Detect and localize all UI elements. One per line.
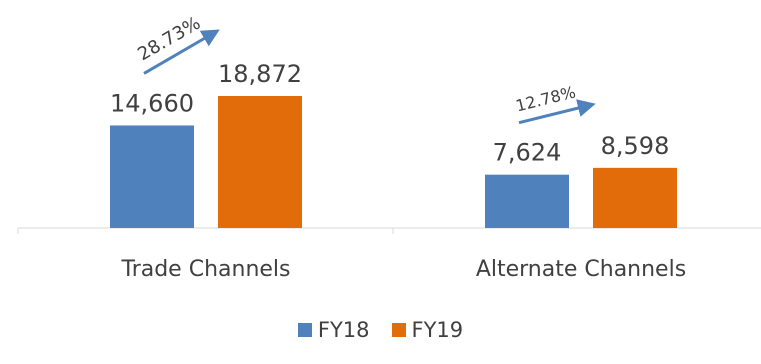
data-label-fy18-trade-channels: 14,660 [110, 89, 194, 117]
category-label-trade-channels: Trade Channels [120, 257, 290, 282]
legend-swatch-fy19 [391, 323, 406, 337]
data-label-fy19-trade-channels: 18,872 [218, 60, 302, 88]
legend-item-fy19: FY19 [391, 318, 464, 342]
legend-label-fy19: FY19 [411, 318, 464, 342]
legend-label-fy18: FY18 [317, 318, 370, 342]
legend: FY18 FY19 [0, 318, 761, 342]
category-label-alternate-channels: Alternate Channels [476, 257, 686, 282]
data-label-fy18-alternate-channels: 7,624 [493, 139, 562, 167]
bar-fy18-trade-channels [110, 125, 194, 228]
bar-fy19-alternate-channels [593, 167, 677, 228]
growth-arrow-trade-channels [143, 29, 220, 75]
data-label-fy19-alternate-channels: 8,598 [601, 132, 670, 160]
bar-fy19-trade-channels [218, 96, 302, 228]
legend-swatch-fy18 [297, 323, 312, 337]
growth-arrow-alternate-channels [518, 99, 596, 125]
legend-item-fy18: FY18 [297, 318, 370, 342]
bar-fy18-alternate-channels [485, 174, 569, 228]
